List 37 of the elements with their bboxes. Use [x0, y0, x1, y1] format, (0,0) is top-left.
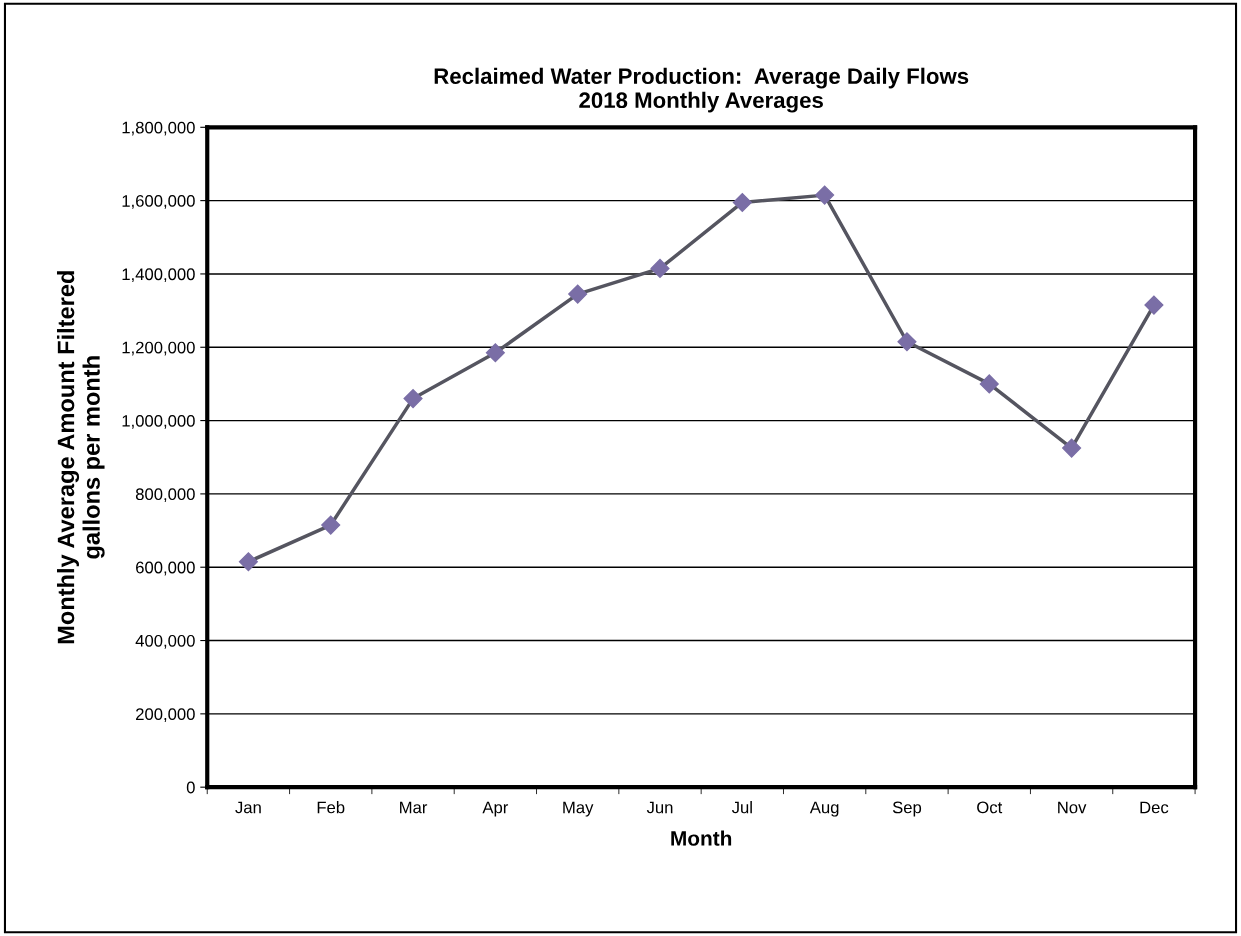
point — [238, 552, 258, 572]
x-tick-label: Apr — [482, 801, 509, 817]
x-tick-label: Sep — [892, 801, 922, 817]
x-tick-label: Nov — [1058, 801, 1087, 814]
point — [650, 258, 670, 278]
point — [979, 374, 999, 394]
point — [485, 343, 505, 363]
x-tick-label: May — [563, 801, 594, 817]
point — [321, 515, 341, 535]
y-tick-label: 1,200,000 — [122, 341, 195, 356]
point — [568, 284, 588, 304]
x-axis-title: Month — [671, 830, 732, 846]
y-tick-label: 1,800,000 — [122, 121, 195, 136]
point — [815, 185, 835, 205]
point — [897, 332, 917, 352]
y-tick-label: 1,400,000 — [122, 268, 195, 283]
x-tick-label: Jan — [235, 801, 261, 814]
x-tick-label: Aug — [809, 801, 839, 817]
y-tick-label: 200,000 — [136, 708, 195, 723]
y-tick-label: 600,000 — [136, 561, 195, 576]
x-tick-label: Jun — [646, 801, 673, 814]
x-tick-label: Dec — [1140, 801, 1169, 814]
y-tick-label: 800,000 — [135, 488, 195, 503]
x-tick-label: Feb — [317, 801, 345, 814]
point — [403, 389, 423, 409]
x-tick-label: Mar — [400, 801, 428, 814]
x-tick-label: Jul — [731, 801, 752, 814]
point — [732, 192, 752, 212]
point — [1144, 295, 1164, 315]
y-axis-title: Monthly Average Amount Filtered gallons per month — [56, 271, 105, 644]
point — [1062, 438, 1082, 458]
y-tick-label: 400,000 — [135, 634, 195, 649]
y-tick-label: 0 — [186, 781, 195, 794]
y-tick-label: 1,600,000 — [122, 195, 195, 209]
y-tick-label: 1,000,000 — [122, 414, 195, 429]
chart-title: Reclaimed Water Production: Average Daily Flows 2018 Monthly Averages — [434, 67, 969, 113]
x-tick-label: Oct — [977, 801, 1003, 814]
